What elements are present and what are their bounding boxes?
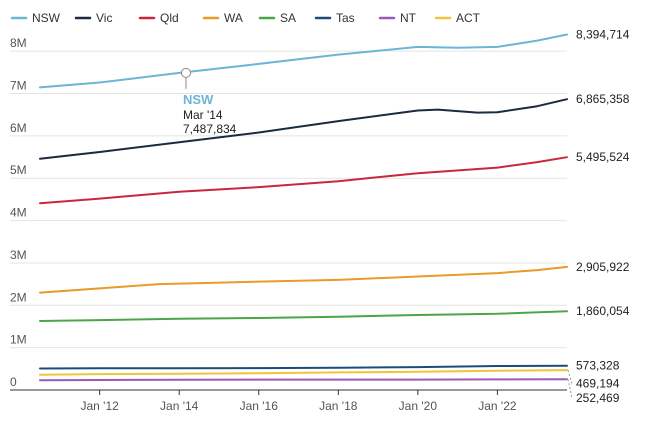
- y-tick-label: 1M: [10, 333, 27, 347]
- grid: [10, 50, 567, 349]
- y-tick-label: 6M: [10, 121, 27, 135]
- y-tick-label: 8M: [10, 36, 27, 50]
- series-line-wa: [39, 265, 568, 294]
- y-tick-label: 0: [10, 375, 17, 389]
- axes: 0 1M 2M 3M 4M 5M 6M 7M 8M Jan '12 Jan '14 Jan '16 Ja…: [10, 36, 567, 413]
- tooltip-series-name: NSW: [183, 92, 214, 107]
- y-tick-label: 7M: [10, 79, 27, 93]
- x-tick-label: Jan '20: [399, 399, 438, 413]
- x-tick-label: Jan '14: [160, 399, 199, 413]
- end-label-leader: [567, 379, 573, 399]
- legend-label-wa: WA: [224, 11, 243, 25]
- x-tick-label: Jan '16: [240, 399, 279, 413]
- end-label-vic: 6,865,358: [576, 92, 630, 106]
- legend-label-nsw: NSW: [32, 11, 61, 25]
- y-tick-label: 3M: [10, 248, 27, 262]
- end-labels: 8,394,714 6,865,358 5,495,524 2,905,922 1,86…: [567, 27, 630, 405]
- series-line-vic: [39, 98, 568, 160]
- end-label-nt: 252,469: [576, 391, 620, 405]
- x-tick-label: Jan '22: [478, 399, 517, 413]
- end-label-tas: 573,328: [576, 359, 620, 373]
- tooltip-value: 7,487,834: [183, 122, 237, 136]
- end-label-qld: 5,495,524: [576, 150, 630, 164]
- legend-label-tas: Tas: [336, 11, 355, 25]
- legend-label-sa: SA: [280, 11, 296, 25]
- end-label-nsw: 8,394,714: [576, 27, 630, 41]
- end-label-act: 469,194: [576, 377, 620, 391]
- y-tick-label: 5M: [10, 163, 27, 177]
- series-line-tas: [39, 364, 568, 370]
- series-line-sa: [39, 310, 568, 322]
- legend-label-vic: Vic: [96, 11, 112, 25]
- x-tick-label: Jan '12: [80, 399, 119, 413]
- series-line-nsw: [39, 33, 568, 89]
- legend-label-nt: NT: [400, 11, 417, 25]
- series-lines: [39, 33, 568, 382]
- legend-label-qld: Qld: [160, 11, 179, 25]
- end-label-wa: 2,905,922: [576, 260, 630, 274]
- legend-label-act: ACT: [456, 11, 481, 25]
- series-line-nt: [39, 378, 568, 382]
- y-tick-label: 4M: [10, 206, 27, 220]
- y-tick-label: 2M: [10, 290, 27, 304]
- end-label-sa: 1,860,054: [576, 304, 630, 318]
- tooltip-date: Mar '14: [183, 108, 223, 122]
- x-tick-label: Jan '18: [319, 399, 358, 413]
- end-label-leader: [567, 369, 573, 384]
- series-line-act: [39, 369, 568, 376]
- legend: NSW Vic Qld WA SA Tas NT ACT: [10, 11, 481, 25]
- tooltip-marker: [180, 67, 191, 78]
- series-line-qld: [39, 156, 568, 205]
